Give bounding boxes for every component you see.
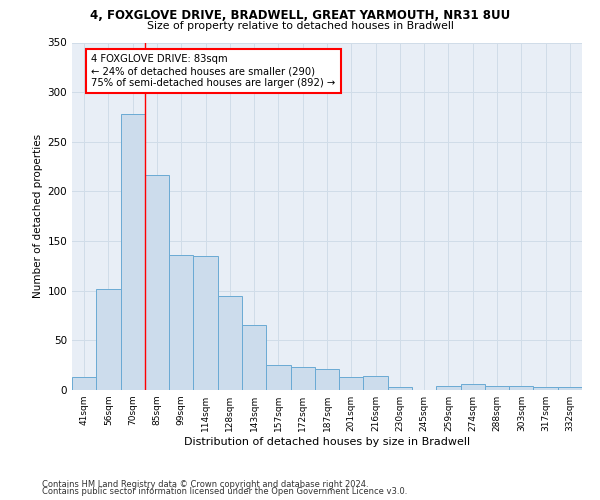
Bar [461, 384, 485, 390]
Bar [339, 377, 364, 390]
Text: Contains public sector information licensed under the Open Government Licence v3: Contains public sector information licen… [42, 488, 407, 496]
Y-axis label: Number of detached properties: Number of detached properties [33, 134, 43, 298]
Bar [315, 369, 339, 390]
Bar [242, 326, 266, 390]
Bar [266, 365, 290, 390]
Bar [96, 288, 121, 390]
Bar [533, 387, 558, 390]
Bar [169, 255, 193, 390]
Bar [193, 256, 218, 390]
Bar [509, 386, 533, 390]
Bar [364, 376, 388, 390]
Text: Size of property relative to detached houses in Bradwell: Size of property relative to detached ho… [146, 21, 454, 31]
Text: 4 FOXGLOVE DRIVE: 83sqm
← 24% of detached houses are smaller (290)
75% of semi-d: 4 FOXGLOVE DRIVE: 83sqm ← 24% of detache… [91, 54, 335, 88]
Bar [290, 367, 315, 390]
Text: Contains HM Land Registry data © Crown copyright and database right 2024.: Contains HM Land Registry data © Crown c… [42, 480, 368, 489]
Bar [121, 114, 145, 390]
Bar [436, 386, 461, 390]
Bar [388, 387, 412, 390]
Bar [485, 386, 509, 390]
X-axis label: Distribution of detached houses by size in Bradwell: Distribution of detached houses by size … [184, 437, 470, 447]
Bar [218, 296, 242, 390]
Text: 4, FOXGLOVE DRIVE, BRADWELL, GREAT YARMOUTH, NR31 8UU: 4, FOXGLOVE DRIVE, BRADWELL, GREAT YARMO… [90, 9, 510, 22]
Bar [72, 377, 96, 390]
Bar [145, 174, 169, 390]
Bar [558, 387, 582, 390]
